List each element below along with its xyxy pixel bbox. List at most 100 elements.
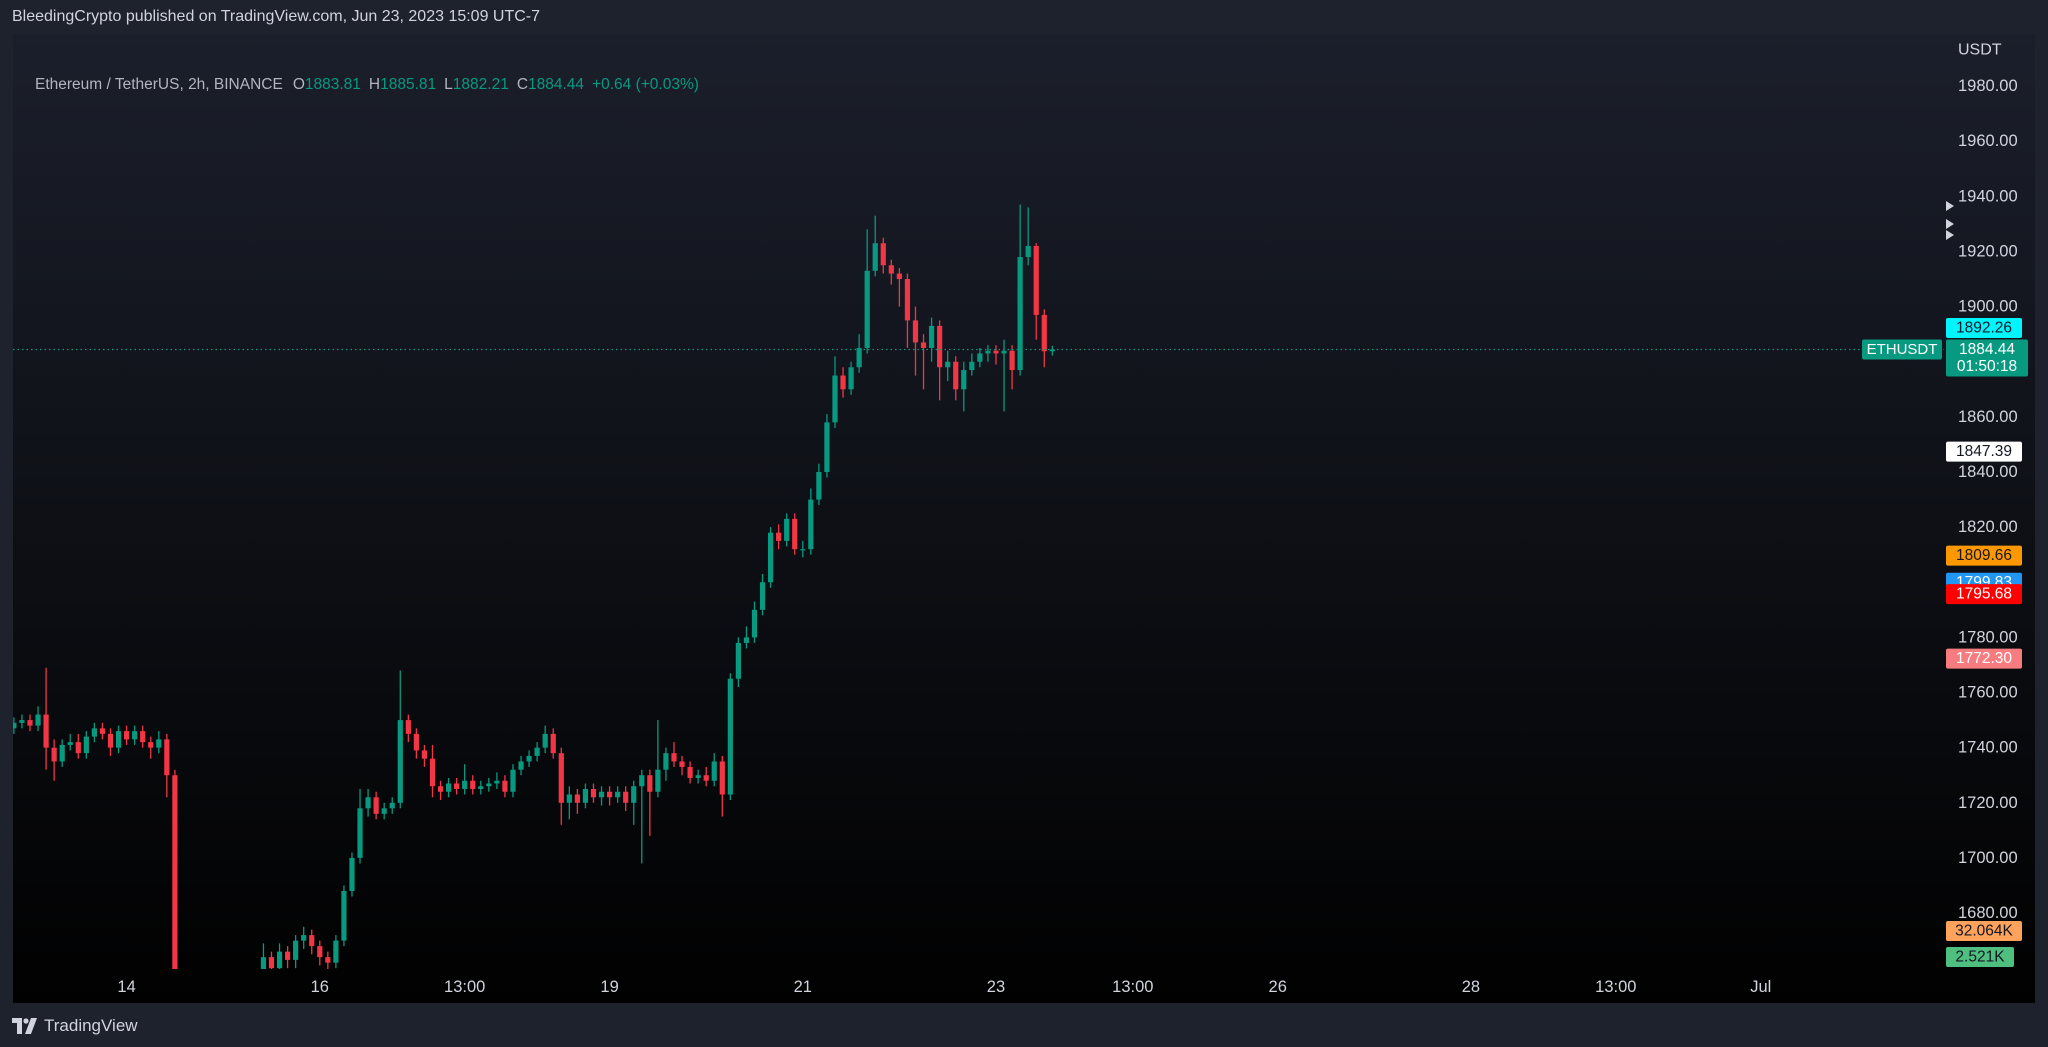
candle-body [534,747,540,756]
candle-body [107,733,114,748]
alert-marker [1946,219,1954,229]
candle-body [1033,245,1039,315]
candle-body [896,273,902,280]
candle-body [317,946,323,958]
logo [12,1018,37,1034]
x-tick-label: 21 [794,978,812,996]
candle-body [67,742,73,745]
legend-value: 1882.21 [452,76,509,93]
candle-body [115,731,122,748]
y-tick-label: 1740.00 [1958,739,2018,757]
candle-body [590,789,597,798]
candle-body [776,532,782,541]
y-tick-label: 1760.00 [1958,684,2018,702]
price-tag-bg [1946,584,2022,605]
candle-body [566,794,572,803]
candle-body [912,320,919,343]
candle-body [333,940,339,963]
legend-key: L [444,76,453,93]
candle-body [27,720,33,726]
candle-body [454,783,460,790]
candle-body [816,472,822,500]
candle-body [888,265,894,274]
y-tick-label: 1940.00 [1958,187,2018,205]
candle-body [325,957,331,963]
candle-body [148,742,154,748]
candle-body [663,753,669,770]
candle-body [164,739,170,776]
candle-body [856,347,862,368]
candle-body [470,780,476,790]
volume-tag-label: 32.064K [1955,923,2013,940]
y-tick-label: 1920.00 [1958,242,2018,260]
candle-body [437,786,444,792]
x-tick-label: 26 [1269,978,1287,996]
candle-body [880,243,886,266]
candle-body [993,350,999,354]
price-tag-label: 1809.66 [1956,547,2012,564]
y-axis-unit: USDT [1958,42,2002,59]
candle-body [365,797,371,809]
candle-body [526,755,532,762]
footer: TradingView [12,1013,138,1039]
alert-marker [1946,201,1954,211]
price-tag-label: 1892.26 [1956,319,2012,336]
candle-body [494,780,500,784]
last-price-tag-bg [1946,339,2028,377]
candle-body [574,794,580,803]
legend-key: O [292,76,305,93]
candle-body [123,731,130,740]
footer-brand: TradingView [44,1016,138,1035]
alert-marker [1946,230,1954,240]
symbol-legend: Ethereum / TetherUS, 2h, BINANCE O 1883.8… [35,76,699,94]
candle-body [140,731,146,743]
candle-body [695,775,701,778]
candle-body [945,361,951,368]
candle-body [284,951,291,960]
candle-body [1017,256,1023,371]
candle-body [268,957,275,969]
legend-value: 1884.44 [528,76,585,93]
candle-body [872,243,878,271]
y-tick-label: 1840.00 [1958,463,2018,481]
candle-body [904,279,911,321]
chart-background [13,34,2035,1003]
candle-body [582,789,589,803]
price-tag-bg [1946,441,2022,462]
candle-body [19,720,25,723]
candle-body [389,802,395,809]
volume-tag-bg [1946,947,2014,967]
candle-body [341,890,347,941]
candle-body [301,935,307,941]
candle-body [920,342,927,348]
candle-body [518,761,524,770]
candle-body [59,744,65,762]
candle-body [542,733,548,748]
candle-body [631,786,637,803]
price-tag-label: 1772.30 [1956,650,2012,667]
candle-body [51,747,57,762]
symbol-tag-bg [1862,339,1942,360]
candle-body [405,720,411,734]
candle-body [671,753,677,762]
candle-body [792,518,798,550]
candle-body [953,361,959,390]
candle-body [937,325,943,368]
candle-body [969,361,975,371]
candle-body [83,736,89,754]
axis-layer: USDT 1680.00 1700.00 1720.00 1740.00 1760.00 1… [117,42,2028,996]
y-tick-label: 1700.00 [1958,849,2018,867]
x-tick-label: 13:00 [444,978,485,996]
candle-body [502,780,508,792]
candle-body [132,731,138,740]
y-tick-label: 1860.00 [1958,408,2018,426]
candle-body [35,714,41,726]
candle-body [824,422,830,473]
price-tag-bg [1946,648,2022,669]
candle-body [1049,349,1055,352]
candle-body [615,791,621,798]
candle-body [445,783,452,792]
candle-body [800,549,806,551]
legend-value: 1883.81 [304,76,361,93]
